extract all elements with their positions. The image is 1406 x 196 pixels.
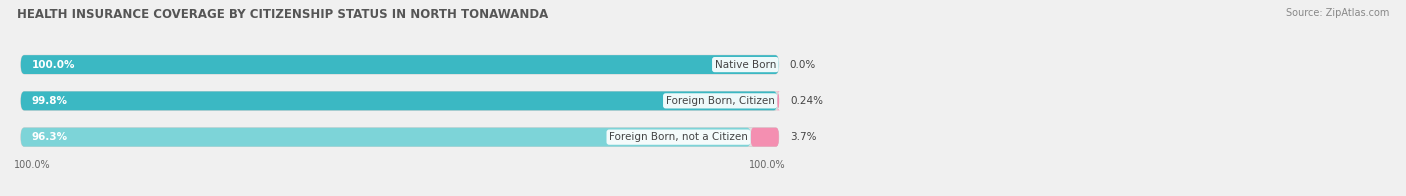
FancyBboxPatch shape <box>21 128 751 147</box>
FancyBboxPatch shape <box>21 92 778 110</box>
Text: Native Born: Native Born <box>714 60 776 70</box>
FancyBboxPatch shape <box>21 92 779 110</box>
Text: Foreign Born, not a Citizen: Foreign Born, not a Citizen <box>609 132 748 142</box>
Text: 99.8%: 99.8% <box>32 96 67 106</box>
Text: 100.0%: 100.0% <box>749 160 786 170</box>
Text: Foreign Born, Citizen: Foreign Born, Citizen <box>665 96 775 106</box>
FancyBboxPatch shape <box>776 92 780 110</box>
Text: Source: ZipAtlas.com: Source: ZipAtlas.com <box>1285 8 1389 18</box>
FancyBboxPatch shape <box>21 128 779 147</box>
Text: 96.3%: 96.3% <box>32 132 67 142</box>
Text: 3.7%: 3.7% <box>790 132 817 142</box>
Text: HEALTH INSURANCE COVERAGE BY CITIZENSHIP STATUS IN NORTH TONAWANDA: HEALTH INSURANCE COVERAGE BY CITIZENSHIP… <box>17 8 548 21</box>
Text: 100.0%: 100.0% <box>14 160 51 170</box>
FancyBboxPatch shape <box>21 55 779 74</box>
Text: 100.0%: 100.0% <box>32 60 76 70</box>
Text: 0.24%: 0.24% <box>790 96 823 106</box>
Text: 0.0%: 0.0% <box>790 60 815 70</box>
FancyBboxPatch shape <box>21 55 779 74</box>
FancyBboxPatch shape <box>751 128 779 147</box>
